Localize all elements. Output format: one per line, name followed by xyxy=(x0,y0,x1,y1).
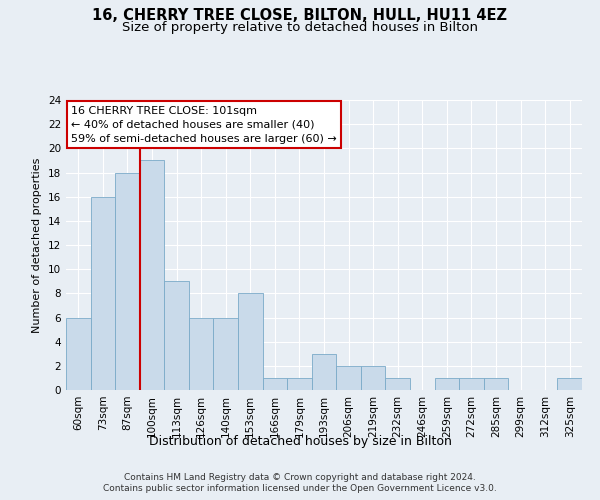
Text: Distribution of detached houses by size in Bilton: Distribution of detached houses by size … xyxy=(149,435,451,448)
Bar xyxy=(140,160,164,390)
Bar xyxy=(164,281,189,390)
Bar xyxy=(66,318,91,390)
Bar xyxy=(336,366,361,390)
Bar xyxy=(459,378,484,390)
Bar xyxy=(91,196,115,390)
Bar xyxy=(115,172,140,390)
Text: Contains HM Land Registry data © Crown copyright and database right 2024.: Contains HM Land Registry data © Crown c… xyxy=(124,472,476,482)
Text: 16 CHERRY TREE CLOSE: 101sqm
← 40% of detached houses are smaller (40)
59% of se: 16 CHERRY TREE CLOSE: 101sqm ← 40% of de… xyxy=(71,106,337,144)
Bar xyxy=(287,378,312,390)
Bar xyxy=(434,378,459,390)
Text: Size of property relative to detached houses in Bilton: Size of property relative to detached ho… xyxy=(122,21,478,34)
Text: Contains public sector information licensed under the Open Government Licence v3: Contains public sector information licen… xyxy=(103,484,497,493)
Bar xyxy=(189,318,214,390)
Bar xyxy=(385,378,410,390)
Bar xyxy=(214,318,238,390)
Bar xyxy=(312,354,336,390)
Bar xyxy=(361,366,385,390)
Y-axis label: Number of detached properties: Number of detached properties xyxy=(32,158,43,332)
Text: 16, CHERRY TREE CLOSE, BILTON, HULL, HU11 4EZ: 16, CHERRY TREE CLOSE, BILTON, HULL, HU1… xyxy=(92,8,508,22)
Bar xyxy=(263,378,287,390)
Bar xyxy=(238,294,263,390)
Bar xyxy=(557,378,582,390)
Bar xyxy=(484,378,508,390)
